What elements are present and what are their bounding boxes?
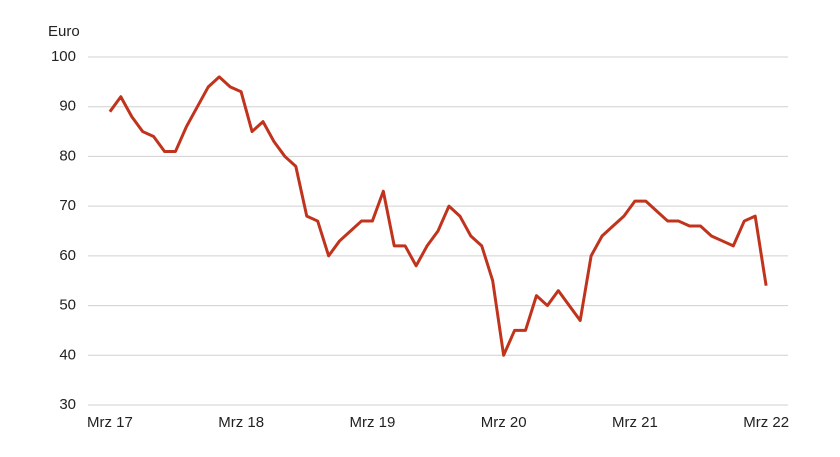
x-tick-label: Mrz 18	[218, 414, 264, 431]
y-tick-label: 40	[59, 346, 76, 363]
x-tick-label: Mrz 17	[87, 414, 133, 431]
y-tick-label: 70	[59, 197, 76, 214]
y-tick-label: 30	[59, 396, 76, 413]
x-tick-label: Mrz 19	[349, 414, 395, 431]
y-tick-label: 80	[59, 147, 76, 164]
x-tick-label: Mrz 21	[612, 414, 658, 431]
y-axis-label: Euro	[48, 23, 80, 40]
y-tick-label: 50	[59, 297, 76, 314]
y-tick-label: 100	[51, 48, 76, 65]
y-tick-label: 60	[59, 247, 76, 264]
y-tick-label: 90	[59, 98, 76, 115]
x-tick-label: Mrz 20	[481, 414, 527, 431]
price-line	[108, 75, 768, 357]
x-tick-label: Mrz 22	[743, 414, 789, 431]
